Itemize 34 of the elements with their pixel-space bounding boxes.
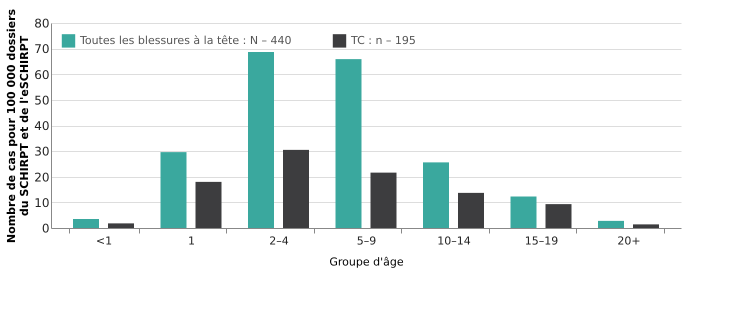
x-tick-label: 1 [188,234,195,248]
x-tick-label: 5–9 [356,234,376,248]
y-tick-label: 0 [42,222,50,236]
bar [423,162,449,228]
bar [598,220,624,228]
y-tick-label: 70 [34,42,50,56]
x-tick-label: <1 [96,234,112,248]
bar [283,150,309,228]
bar [510,196,536,228]
x-axis-title: Groupe d'âge [329,256,404,268]
legend-label: Toutes les blessures à la tête : N – 440 [79,34,292,47]
bar [108,223,134,228]
x-tick-label: 2–4 [269,234,289,248]
bar [248,52,274,228]
y-tick-label: 60 [34,68,50,82]
y-axis-title: Nombre de cas pour 100 000 dossiers du SCHIRPT et de l'eSCHIRPT [5,8,32,244]
x-tick-label: 10–14 [437,234,471,248]
bar [73,219,99,228]
y-tick-label: 80 [34,16,50,30]
bar [546,204,572,228]
x-tick-label: 20+ [617,234,641,248]
bar [458,192,484,228]
bar [633,224,659,228]
x-tick-label: 15–19 [524,234,558,248]
bar [370,172,396,228]
y-tick-label: 40 [34,119,50,133]
y-tick-label: 20 [34,170,50,184]
bar [336,59,362,228]
y-tick-label: 30 [34,144,50,159]
bar [196,182,222,228]
bar [160,152,186,228]
y-tick-label: 50 [34,93,50,108]
legend-label: TC : n – 195 [350,34,416,47]
y-tick-label: 10 [34,196,50,210]
